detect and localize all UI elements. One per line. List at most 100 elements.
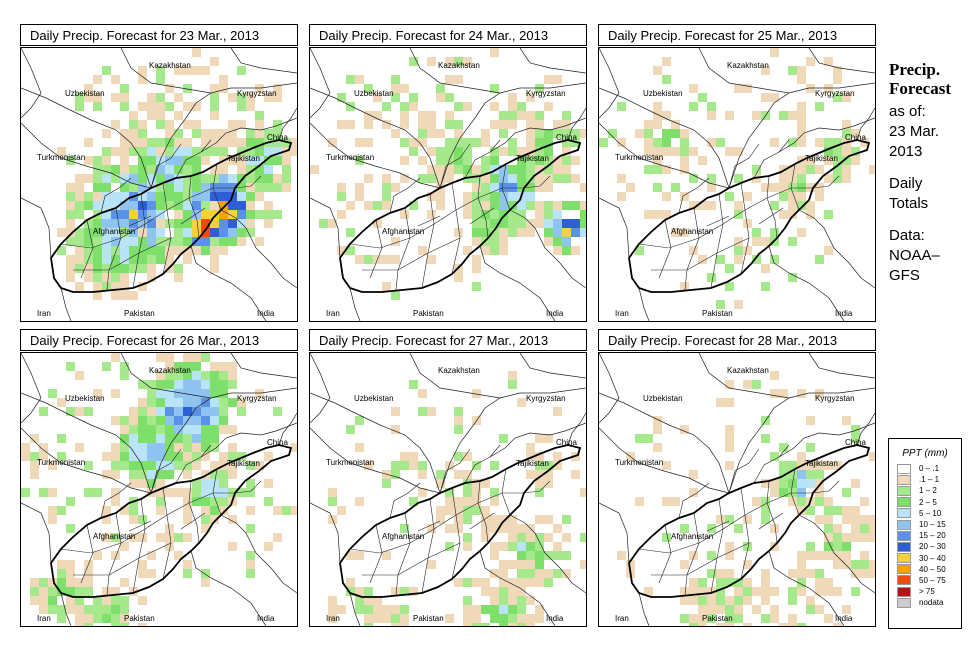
precip-cell	[553, 174, 562, 183]
precip-cell	[210, 192, 219, 201]
precip-cell	[517, 156, 526, 165]
precip-cell	[580, 560, 586, 569]
precip-cell	[544, 237, 553, 246]
country-border	[21, 48, 42, 119]
precip-cell	[174, 138, 183, 147]
precip-cell	[93, 551, 102, 560]
precip-cell	[544, 165, 553, 174]
precip-cell	[472, 506, 481, 515]
precip-cell	[526, 129, 535, 138]
precip-cell	[490, 551, 499, 560]
legend-swatch	[897, 530, 911, 541]
precip-cell	[517, 183, 526, 192]
precip-cell	[662, 138, 671, 147]
country-border	[21, 427, 152, 494]
country-label-pakistan: Pakistan	[413, 614, 444, 623]
precip-cell	[346, 228, 355, 237]
precip-cell	[427, 174, 436, 183]
precip-cell	[797, 578, 806, 587]
precip-cell	[219, 201, 228, 210]
precip-cell	[75, 93, 84, 102]
precip-cell	[409, 147, 418, 156]
precip-cell	[57, 228, 66, 237]
precip-cell	[156, 497, 165, 506]
precip-cell	[120, 192, 129, 201]
precip-cell	[147, 264, 156, 273]
precip-cell	[725, 542, 734, 551]
precip-cell	[418, 246, 427, 255]
precip-cell	[824, 506, 833, 515]
precip-cell	[499, 111, 508, 120]
precip-cell	[355, 183, 364, 192]
precip-cell	[499, 210, 508, 219]
asof-line2: 23 Mar.	[889, 123, 940, 140]
precip-cell	[237, 398, 246, 407]
precip-cell	[463, 578, 472, 587]
precip-cell	[246, 129, 255, 138]
precip-cell	[138, 569, 147, 578]
precip-cell	[481, 515, 490, 524]
precip-cell	[192, 497, 201, 506]
precip-cell	[761, 587, 770, 596]
precip-cell	[129, 515, 138, 524]
precip-cell	[346, 587, 355, 596]
precip-cell	[382, 551, 391, 560]
precip-cell	[201, 578, 210, 587]
precip-cell	[156, 111, 165, 120]
legend-item: 1 – 2	[889, 485, 961, 496]
precip-cell	[508, 120, 517, 129]
precip-cell	[219, 138, 228, 147]
precip-cell	[851, 533, 860, 542]
precip-cell	[508, 578, 517, 587]
precip-cell	[725, 380, 734, 389]
precip-cell	[373, 596, 382, 605]
precip-cell	[228, 210, 237, 219]
precip-cell	[508, 219, 517, 228]
precip-cell	[797, 66, 806, 75]
precip-cell	[21, 452, 30, 461]
precip-cell	[499, 201, 508, 210]
precip-cell	[337, 192, 346, 201]
precip-cell	[580, 129, 586, 138]
precip-cell	[219, 452, 228, 461]
precip-cell	[39, 407, 48, 416]
precip-cell	[84, 84, 93, 93]
precip-cell	[138, 192, 147, 201]
precip-cell	[210, 425, 219, 434]
precip-cell	[689, 596, 698, 605]
precip-cell	[833, 623, 842, 626]
precip-cell	[454, 578, 463, 587]
precip-cell	[626, 183, 635, 192]
precip-cell	[617, 174, 626, 183]
precip-cell	[472, 578, 481, 587]
country-label-uzbekistan: Uzbekistan	[354, 394, 394, 403]
precip-cell	[454, 407, 463, 416]
precip-cell	[255, 210, 264, 219]
precip-cell	[228, 156, 237, 165]
afghanistan-border	[339, 444, 582, 598]
precip-cell	[824, 533, 833, 542]
precip-cell	[400, 461, 409, 470]
precip-cell	[400, 156, 409, 165]
precip-cell	[183, 506, 192, 515]
precip-cell	[653, 156, 662, 165]
precip-cell	[111, 264, 120, 273]
precip-cell	[617, 102, 626, 111]
legend-item: 2 – 5	[889, 497, 961, 508]
precip-cell	[662, 57, 671, 66]
precip-cell	[436, 201, 445, 210]
precip-cell	[761, 434, 770, 443]
precip-cell	[183, 380, 192, 389]
precip-cell	[138, 120, 147, 129]
province-border	[73, 542, 172, 576]
precip-cell	[30, 578, 39, 587]
precip-cell	[463, 192, 472, 201]
precip-cell	[562, 138, 571, 147]
country-border	[567, 412, 586, 446]
precip-cell	[788, 165, 797, 174]
precip-cell	[508, 165, 517, 174]
precip-cell	[219, 425, 228, 434]
precip-cell	[851, 147, 860, 156]
precip-cell	[409, 138, 418, 147]
